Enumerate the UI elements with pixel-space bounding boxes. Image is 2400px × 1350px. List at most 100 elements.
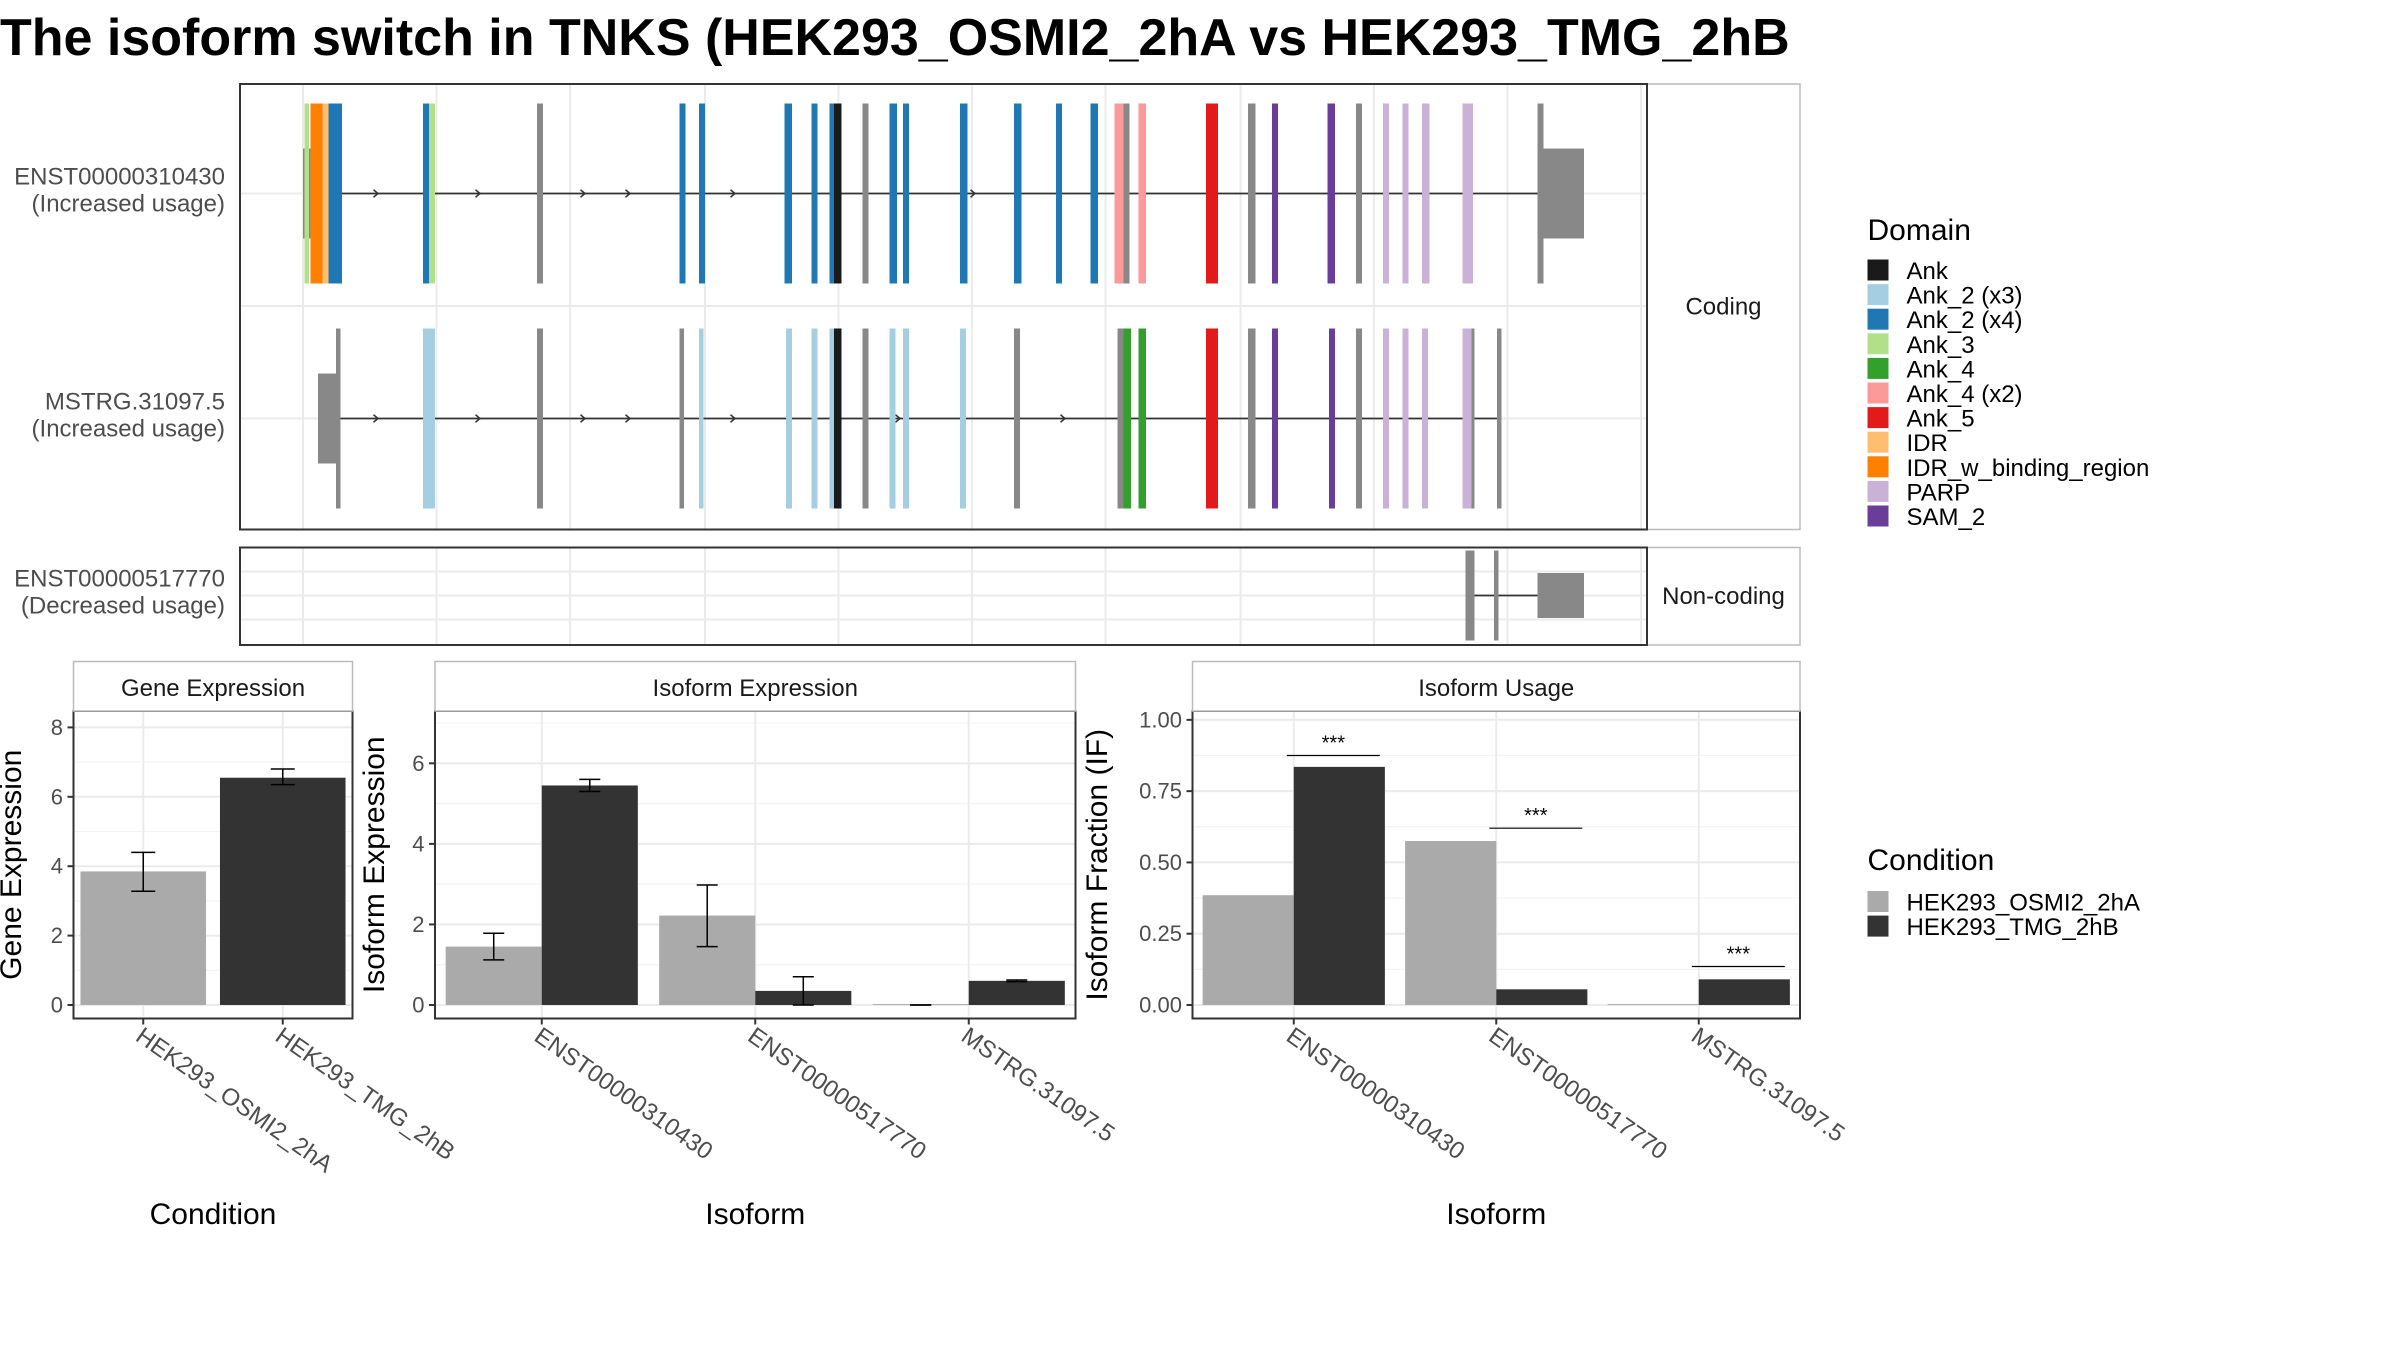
exon-block <box>423 103 429 284</box>
condition-legend-label: HEK293_OSMI2_2hA <box>1907 890 2140 917</box>
exon-block <box>1138 328 1146 509</box>
domain-legend-label: PARP <box>1907 479 1971 506</box>
chart-strip <box>72 660 354 712</box>
exon-block <box>889 103 897 284</box>
domain-legend-key <box>1867 284 1889 306</box>
significance-label: *** <box>1322 732 1346 754</box>
figure-title: The isoform switch in TNKS (HEK293_OSMI2… <box>0 9 1790 67</box>
strand-arrow <box>475 189 482 198</box>
bar <box>80 871 207 1005</box>
exon-block <box>336 328 341 509</box>
x-axis-title: Isoform <box>705 1198 805 1231</box>
domain-legend-label: Ank_5 <box>1907 406 1975 433</box>
exon-block <box>1462 328 1472 509</box>
exon-block <box>960 103 968 284</box>
exon-block <box>1422 103 1430 284</box>
coding-panel-border <box>239 83 1648 531</box>
noncoding-strip <box>1646 546 1801 646</box>
exon-block <box>1248 328 1256 509</box>
exon-block <box>537 103 543 284</box>
exon-block <box>1206 103 1218 284</box>
exon-block <box>829 103 834 284</box>
exon-block <box>829 328 836 509</box>
bar <box>1202 895 1294 1005</box>
x-axis-title: Condition <box>150 1198 277 1231</box>
domain-legend-label: Ank <box>1907 258 1949 285</box>
exon-block <box>834 103 842 284</box>
domain-legend-key <box>1867 382 1889 404</box>
domain-legend-label: Ank_4 <box>1907 356 1975 383</box>
domain-legend-label: Ank_4 (x2) <box>1907 381 2023 408</box>
exon-block <box>537 328 543 509</box>
bar <box>1405 841 1497 1005</box>
domain-legend-key <box>1867 456 1889 478</box>
condition-legend-key <box>1867 915 1889 937</box>
domain-legend-key <box>1867 333 1889 355</box>
chart-title: Gene Expression <box>121 675 305 702</box>
significance-label: *** <box>1727 944 1751 966</box>
isoform-usage-label: (Decreased usage) <box>21 593 225 620</box>
y-tick-label: 0.25 <box>1139 921 1182 946</box>
exon-block <box>862 328 869 509</box>
strand-arrow <box>970 189 977 198</box>
strand-arrow <box>580 189 587 198</box>
exon-block <box>1497 328 1502 509</box>
strand-arrow <box>580 414 587 423</box>
exon-block <box>1014 103 1022 284</box>
chart-title: Isoform Usage <box>1418 675 1574 702</box>
y-tick-label: 0.00 <box>1139 993 1182 1018</box>
x-axis-title: Isoform <box>1446 1198 1546 1231</box>
exon-block <box>1138 103 1146 284</box>
strand-arrow <box>625 414 632 423</box>
exon-block <box>1123 103 1130 284</box>
strand-arrow <box>1060 414 1067 423</box>
exon-block <box>862 103 869 284</box>
y-tick-label: 1.00 <box>1139 707 1182 732</box>
domain-legend-label: Ank_3 <box>1907 332 1975 359</box>
condition-legend-key <box>1867 891 1889 912</box>
domain-legend-key <box>1867 505 1889 527</box>
exon-block <box>679 328 684 509</box>
y-axis-title: Gene Expression <box>0 750 28 980</box>
isoform-label: ENST00000517770 <box>14 566 225 593</box>
exon-block <box>1383 103 1389 284</box>
domain-legend-label: IDR <box>1907 430 1948 457</box>
y-tick-label: 4 <box>412 831 424 856</box>
bar <box>1698 979 1790 1005</box>
exon-block <box>310 103 323 284</box>
y-tick-label: 4 <box>51 854 63 879</box>
exon-block <box>1383 328 1389 509</box>
noncoding-panel-border <box>239 546 1648 646</box>
exon-block <box>429 103 435 284</box>
chart-strip <box>434 660 1077 712</box>
y-tick-label: 0.75 <box>1139 779 1182 804</box>
exon-block <box>322 103 329 284</box>
bar <box>219 777 346 1005</box>
isoform-label: ENST00000310430 <box>14 164 225 191</box>
exon-block <box>699 328 704 509</box>
exon-block <box>784 103 792 284</box>
exon-block <box>1494 550 1499 641</box>
exon-block <box>1356 328 1362 509</box>
exon-block <box>1327 103 1335 284</box>
condition-legend-label: HEK293_TMG_2hB <box>1907 914 2119 941</box>
x-tick-label: ENST00000310430 <box>1281 1022 1469 1165</box>
bar <box>968 980 1065 1005</box>
exon-block <box>304 103 309 284</box>
domain-legend-label: Ank_2 (x3) <box>1907 283 2023 310</box>
y-tick-label: 6 <box>51 784 63 809</box>
x-tick-label: ENST00000517770 <box>1484 1022 1672 1165</box>
domain-legend-key <box>1867 407 1889 429</box>
domain-legend-key <box>1867 357 1889 379</box>
bar <box>1496 989 1588 1005</box>
exon-block <box>1272 328 1278 509</box>
strand-arrow <box>625 189 632 198</box>
exon-block <box>1329 328 1335 509</box>
transcript-structure-panel: CodingNon-codingENST00000310430(Increase… <box>14 83 1801 646</box>
utr-block <box>318 373 336 464</box>
exon-block <box>1462 103 1473 284</box>
domain-legend-label: Ank_2 (x4) <box>1907 307 2023 334</box>
y-tick-label: 2 <box>412 912 424 937</box>
